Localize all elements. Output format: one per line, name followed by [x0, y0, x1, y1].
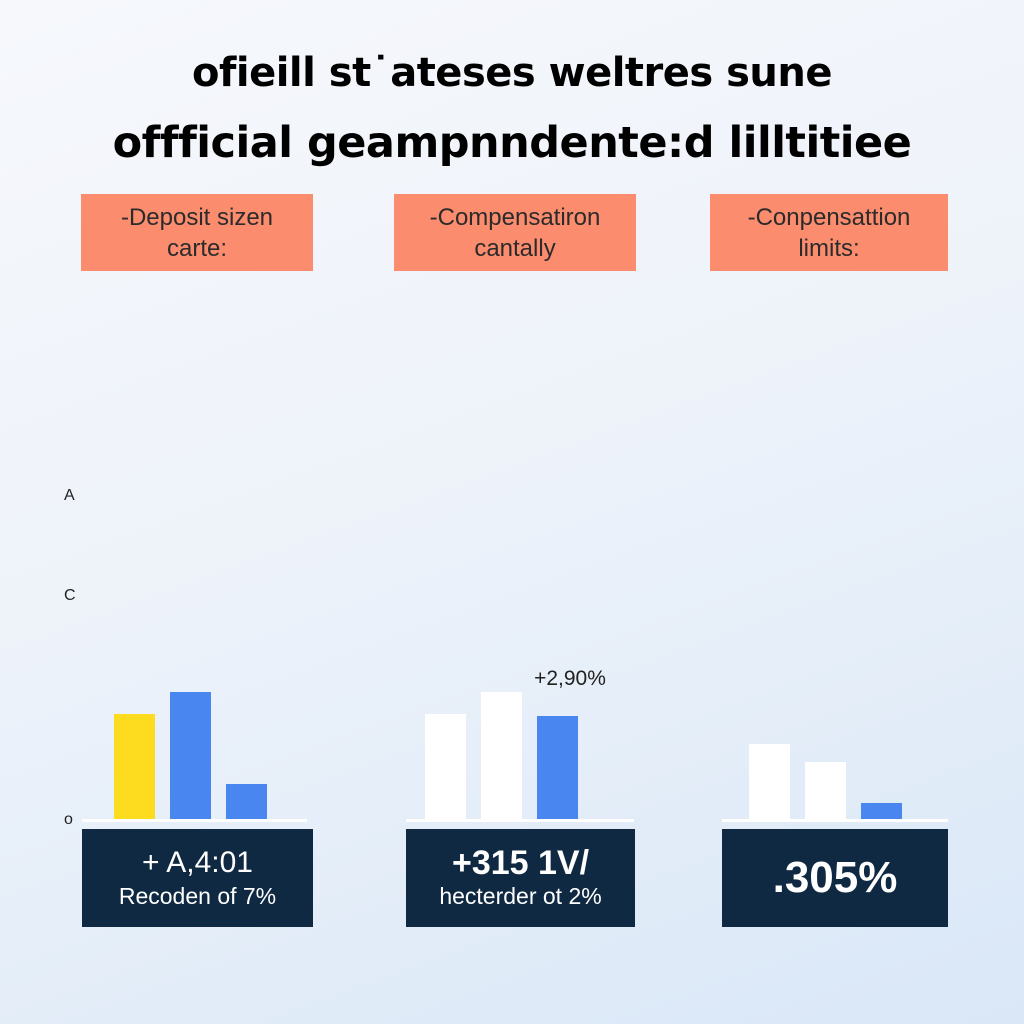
card-label-line-1: -Compensatiron: [429, 203, 601, 231]
stat-box-limits: .305%: [722, 829, 948, 927]
title-line-1: ofieill st˙ateses weltres sune: [191, 50, 833, 96]
chart-1-bar-3: [226, 784, 267, 819]
chart-3-bar-1: [749, 744, 790, 819]
y-axis-tick-a: A: [64, 487, 75, 504]
chart-2-annotation: +2,90%: [534, 667, 606, 690]
stat-caption: hecterder ot 2%: [439, 883, 602, 909]
card-label-line-1: -Deposit sizen: [120, 203, 274, 231]
category-card-limits: -Conpensattion limits:: [710, 194, 948, 271]
card-label-line-1: -Conpensattion: [747, 203, 911, 231]
card-label-line-2: carte:: [166, 234, 228, 262]
stat-value: +315 1V/: [451, 844, 590, 882]
chart-2-bar-2: [481, 692, 522, 819]
chart-2-bar-1: [425, 714, 466, 819]
card-label-line-2: cantally: [474, 234, 556, 262]
y-axis-tick-o: o: [64, 811, 73, 828]
chart-2-bar-3: [537, 716, 578, 819]
stat-box-deposit: + A,4:01 Recoden of 7%: [82, 829, 313, 927]
stat-caption: Recoden of 7%: [118, 883, 277, 909]
y-axis-tick-c: C: [64, 587, 76, 604]
chart-3-bar-2: [805, 762, 846, 819]
title-line-2: offficial geampnndente:d lilltitiee: [112, 118, 912, 168]
stat-value: .305%: [772, 853, 898, 902]
chart-1-bar-1: [114, 714, 155, 819]
chart-3-bar-3: [861, 803, 902, 819]
chart-1-bar-2: [170, 692, 211, 819]
category-card-compensation: -Compensatiron cantally: [394, 194, 636, 271]
card-label-line-2: limits:: [798, 234, 860, 262]
category-card-deposit: -Deposit sizen carte:: [81, 194, 313, 271]
stat-box-compensation: +315 1V/ hecterder ot 2%: [406, 829, 635, 927]
stat-value: + A,4:01: [142, 846, 253, 879]
